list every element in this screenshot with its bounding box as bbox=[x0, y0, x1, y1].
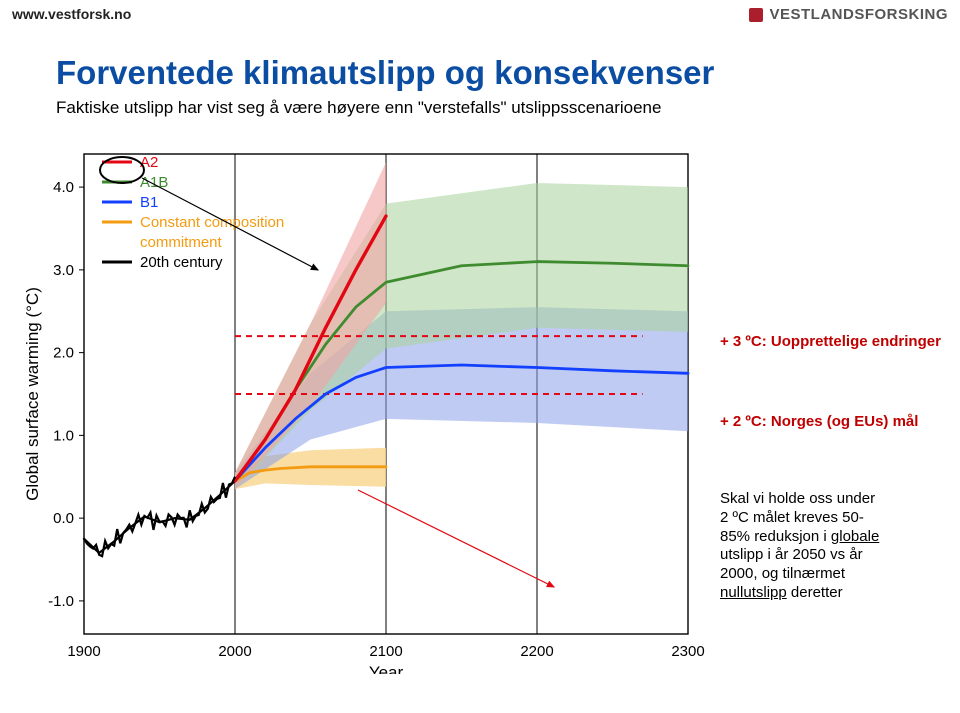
svg-text:A1B: A1B bbox=[140, 174, 168, 191]
svg-text:1.0: 1.0 bbox=[53, 427, 74, 444]
note-link-nullutslipp[interactable]: nullutslipp bbox=[720, 584, 787, 601]
annotation-3c: + 3 ºC: Uopprettelige endringer bbox=[720, 333, 941, 350]
page-subtitle: Faktiske utslipp har vist seg å være høy… bbox=[56, 98, 661, 118]
svg-text:2200: 2200 bbox=[520, 643, 553, 660]
warming-chart: 1900 2000 2100 2200 2300 -1.0 0.0 1.0 2.0 3.0 4.0 Y… bbox=[18, 140, 706, 674]
note-line-6: deretter bbox=[787, 584, 843, 601]
svg-text:2000: 2000 bbox=[218, 643, 251, 660]
note-line-2: 2 ºC målet kreves 50- bbox=[720, 509, 864, 526]
site-url: www.vestforsk.no bbox=[12, 6, 131, 22]
svg-text:4.0: 4.0 bbox=[53, 179, 74, 196]
note-link-globale[interactable]: globale bbox=[831, 528, 879, 545]
svg-text:commitment: commitment bbox=[140, 234, 223, 251]
footnote: Skal vi holde oss under 2 ºC målet kreve… bbox=[720, 490, 940, 603]
svg-text:-1.0: -1.0 bbox=[48, 593, 74, 610]
svg-text:2100: 2100 bbox=[369, 643, 402, 660]
annotation-2c: + 2 ºC: Norges (og EUs) mål bbox=[720, 413, 918, 430]
brand-text: VESTLANDSFORSKING bbox=[769, 6, 948, 23]
svg-text:Year: Year bbox=[369, 663, 404, 674]
svg-text:Global surface warming (°C): Global surface warming (°C) bbox=[23, 287, 42, 501]
note-line-4: utslipp i år 2050 vs år bbox=[720, 546, 863, 563]
svg-text:3.0: 3.0 bbox=[53, 262, 74, 279]
svg-text:0.0: 0.0 bbox=[53, 510, 74, 527]
note-line-3: 85% reduksjon i bbox=[720, 528, 831, 545]
svg-text:20th century: 20th century bbox=[140, 254, 223, 271]
svg-text:Constant composition: Constant composition bbox=[140, 214, 284, 231]
svg-text:A2: A2 bbox=[140, 154, 158, 171]
brand-logo-icon bbox=[749, 8, 763, 22]
note-line-1: Skal vi holde oss under bbox=[720, 490, 875, 507]
page-title: Forventede klimautslipp og konsekvenser bbox=[56, 54, 714, 92]
svg-text:B1: B1 bbox=[140, 194, 158, 211]
svg-text:1900: 1900 bbox=[67, 643, 100, 660]
brand: VESTLANDSFORSKING bbox=[749, 6, 948, 23]
svg-text:2300: 2300 bbox=[671, 643, 704, 660]
header: www.vestforsk.no VESTLANDSFORSKING bbox=[0, 0, 960, 32]
svg-text:2.0: 2.0 bbox=[53, 345, 74, 362]
note-line-5: 2000, og tilnærmet bbox=[720, 565, 845, 582]
